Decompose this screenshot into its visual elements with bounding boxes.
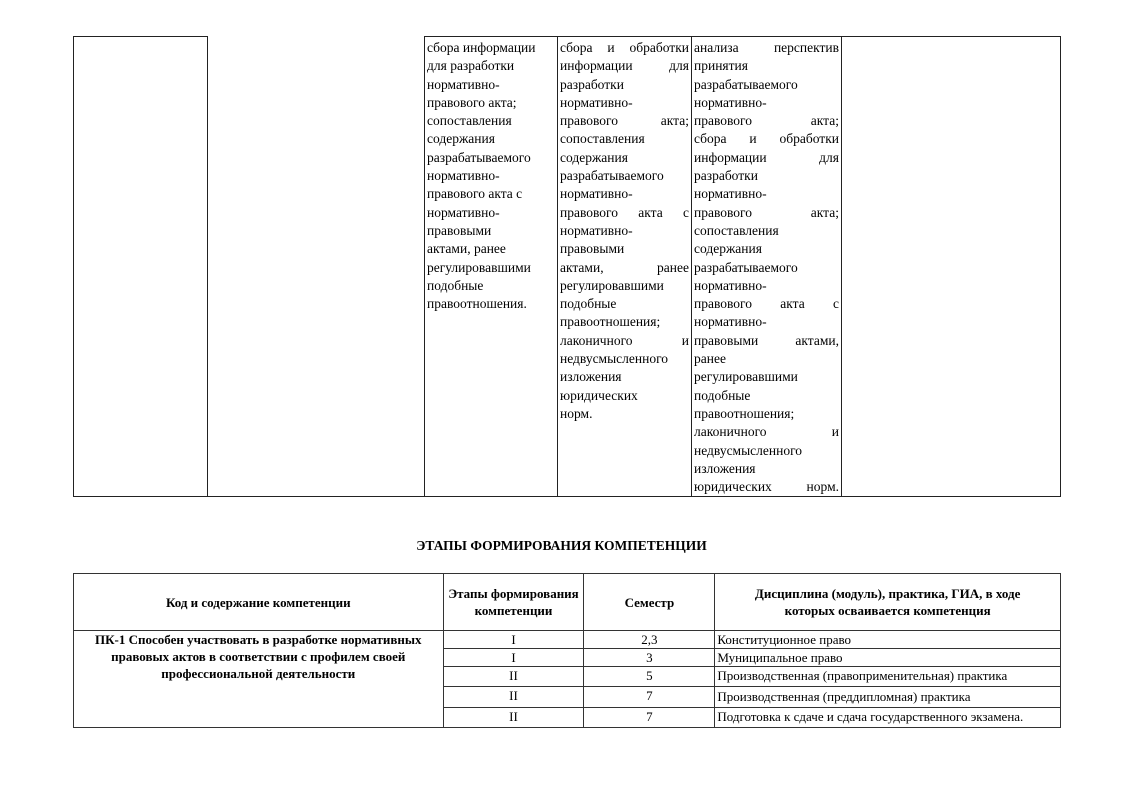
text-line: регулировавшими xyxy=(560,277,664,293)
text-line: нормативно- xyxy=(560,94,633,110)
discipline-cell: Подготовка к сдаче и сдача государственн… xyxy=(714,707,1061,728)
text-line: нормативно- xyxy=(694,277,767,293)
text-line: нормативно- xyxy=(694,186,767,202)
semester-cell: 7 xyxy=(583,707,716,728)
text-line: принятия xyxy=(694,58,748,74)
text-line: ранее xyxy=(694,351,726,367)
discipline-cell: Производственная (преддипломная) практик… xyxy=(714,686,1061,708)
top-table: сбора информации для разработки нормативно… xyxy=(73,36,1061,497)
text-line: подобные xyxy=(427,277,484,293)
header-semester: Семестр xyxy=(583,573,716,631)
top-table-cell-2 xyxy=(207,36,424,497)
text-line: нормативно- xyxy=(694,94,767,110)
top-table-cell-5: анализа перспектив принятия разрабатываемо… xyxy=(691,36,841,497)
text-line: нормативно- xyxy=(560,222,633,238)
text-line: для разработки xyxy=(427,58,515,74)
text-line: недвусмысленного xyxy=(694,442,803,458)
text-line: анализа перспектив xyxy=(694,40,839,55)
semester-cell: 7 xyxy=(583,686,716,708)
text-line: разработки xyxy=(560,76,624,92)
text-line: сопоставления xyxy=(427,113,512,129)
table-row: II 5 Производственная (правоприменительн… xyxy=(74,666,1061,687)
competence-cell: ПК-1 Способен участвовать в разработке н… xyxy=(73,630,444,728)
text-line: нормативно- xyxy=(427,168,500,184)
text-line: сбора и обработки xyxy=(560,40,689,55)
text-line: нормативно- xyxy=(427,204,500,220)
text-line: содержания xyxy=(427,131,495,147)
text-line: разрабатываемого xyxy=(427,149,531,165)
text-line: актами, ранее xyxy=(427,241,506,257)
stage-cell: I xyxy=(442,630,585,649)
table-row: ПК-1 Способен участвовать в разработке н… xyxy=(73,630,1061,728)
text-line: правового акта с xyxy=(560,204,689,220)
top-table-cell-4: сбора и обработки информации для разработк… xyxy=(557,36,691,497)
text-line: юридических xyxy=(560,387,638,403)
text-line: правовыми xyxy=(427,222,492,238)
discipline-cell: Муниципальное право xyxy=(714,648,1061,667)
stage-cell: I xyxy=(442,648,585,667)
text-line: нормативно- xyxy=(694,314,767,330)
text-line: регулировавшими xyxy=(427,259,531,275)
text-line: актами, ранее xyxy=(560,259,689,275)
semester-cell: 5 xyxy=(583,666,716,687)
text-line: сопоставления xyxy=(560,131,645,147)
top-table-cell-3: сбора информации для разработки нормативно… xyxy=(424,36,557,497)
stage-cell: II xyxy=(442,686,585,708)
header-stages: Этапы формирования компетенции xyxy=(442,573,585,631)
text-line: информации для xyxy=(560,58,689,74)
semester-cell: 2,3 xyxy=(583,630,716,649)
header-discipline: Дисциплина (модуль), практика, ГИА, в хо… xyxy=(714,573,1061,631)
text-line: сопоставления xyxy=(694,222,779,238)
semester-cell: 3 xyxy=(583,648,716,667)
text-line: правоотношения; xyxy=(560,314,661,330)
text-line: изложения xyxy=(560,369,622,385)
text-line: правового акта; xyxy=(694,204,839,220)
text-line: подобные xyxy=(694,387,751,403)
text-line: юридических норм. xyxy=(694,479,839,495)
text-line: лаконичного и xyxy=(560,332,689,348)
text-line: правовыми xyxy=(560,241,625,257)
stage-cell: II xyxy=(442,666,585,687)
top-table-cell-6 xyxy=(841,36,1061,497)
text-line: лаконичного и xyxy=(694,424,839,440)
text-line: содержания xyxy=(694,241,762,257)
text-line: правового акта; xyxy=(694,113,839,129)
header-competence: Код и содержание компетенции xyxy=(73,573,444,631)
text-line: нормативно- xyxy=(560,186,633,202)
text-line: разработки xyxy=(694,168,758,184)
table-row: II 7 Подготовка к сдаче и сдача государс… xyxy=(74,707,1061,728)
text-line: содержания xyxy=(560,149,628,165)
text-line: правовыми актами, xyxy=(694,332,839,348)
text-line: правового акта; xyxy=(560,113,689,129)
text-line: сбора информации xyxy=(427,40,536,55)
stage-cell: II xyxy=(442,707,585,728)
stages-table: Код и содержание компетенции Этапы форми… xyxy=(73,573,1061,728)
header-row: Код и содержание компетенции Этапы форми… xyxy=(73,573,1061,631)
text-line: разрабатываемого xyxy=(694,259,798,275)
text-line: правового акта с xyxy=(427,186,523,202)
text-line: правового акта; xyxy=(427,94,517,110)
text-line: правового акта с xyxy=(694,296,839,312)
text-line: подобные xyxy=(560,296,617,312)
text-line: правоотношения; xyxy=(694,405,795,421)
section-title: ЭТАПЫ ФОРМИРОВАНИЯ КОМПЕТЕНЦИИ xyxy=(416,538,707,553)
text-line: сбора и обработки xyxy=(694,131,839,147)
text-line: недвусмысленного xyxy=(560,351,669,367)
text-line: нормативно- xyxy=(427,76,500,92)
text-line: регулировавшими xyxy=(694,369,798,385)
text-line: разрабатываемого xyxy=(694,76,798,92)
text-line: разрабатываемого xyxy=(560,168,664,184)
discipline-cell: Производственная (правоприменительная) п… xyxy=(714,666,1061,687)
text-line: норм. xyxy=(560,405,593,421)
top-table-cell-1 xyxy=(73,36,207,497)
text-line: изложения xyxy=(694,460,756,476)
discipline-cell: Конституционное право xyxy=(714,630,1061,649)
table-row: I 3 Муниципальное право xyxy=(74,648,1061,667)
text-line: информации для xyxy=(694,149,839,165)
text-line: правоотношения. xyxy=(427,296,527,312)
